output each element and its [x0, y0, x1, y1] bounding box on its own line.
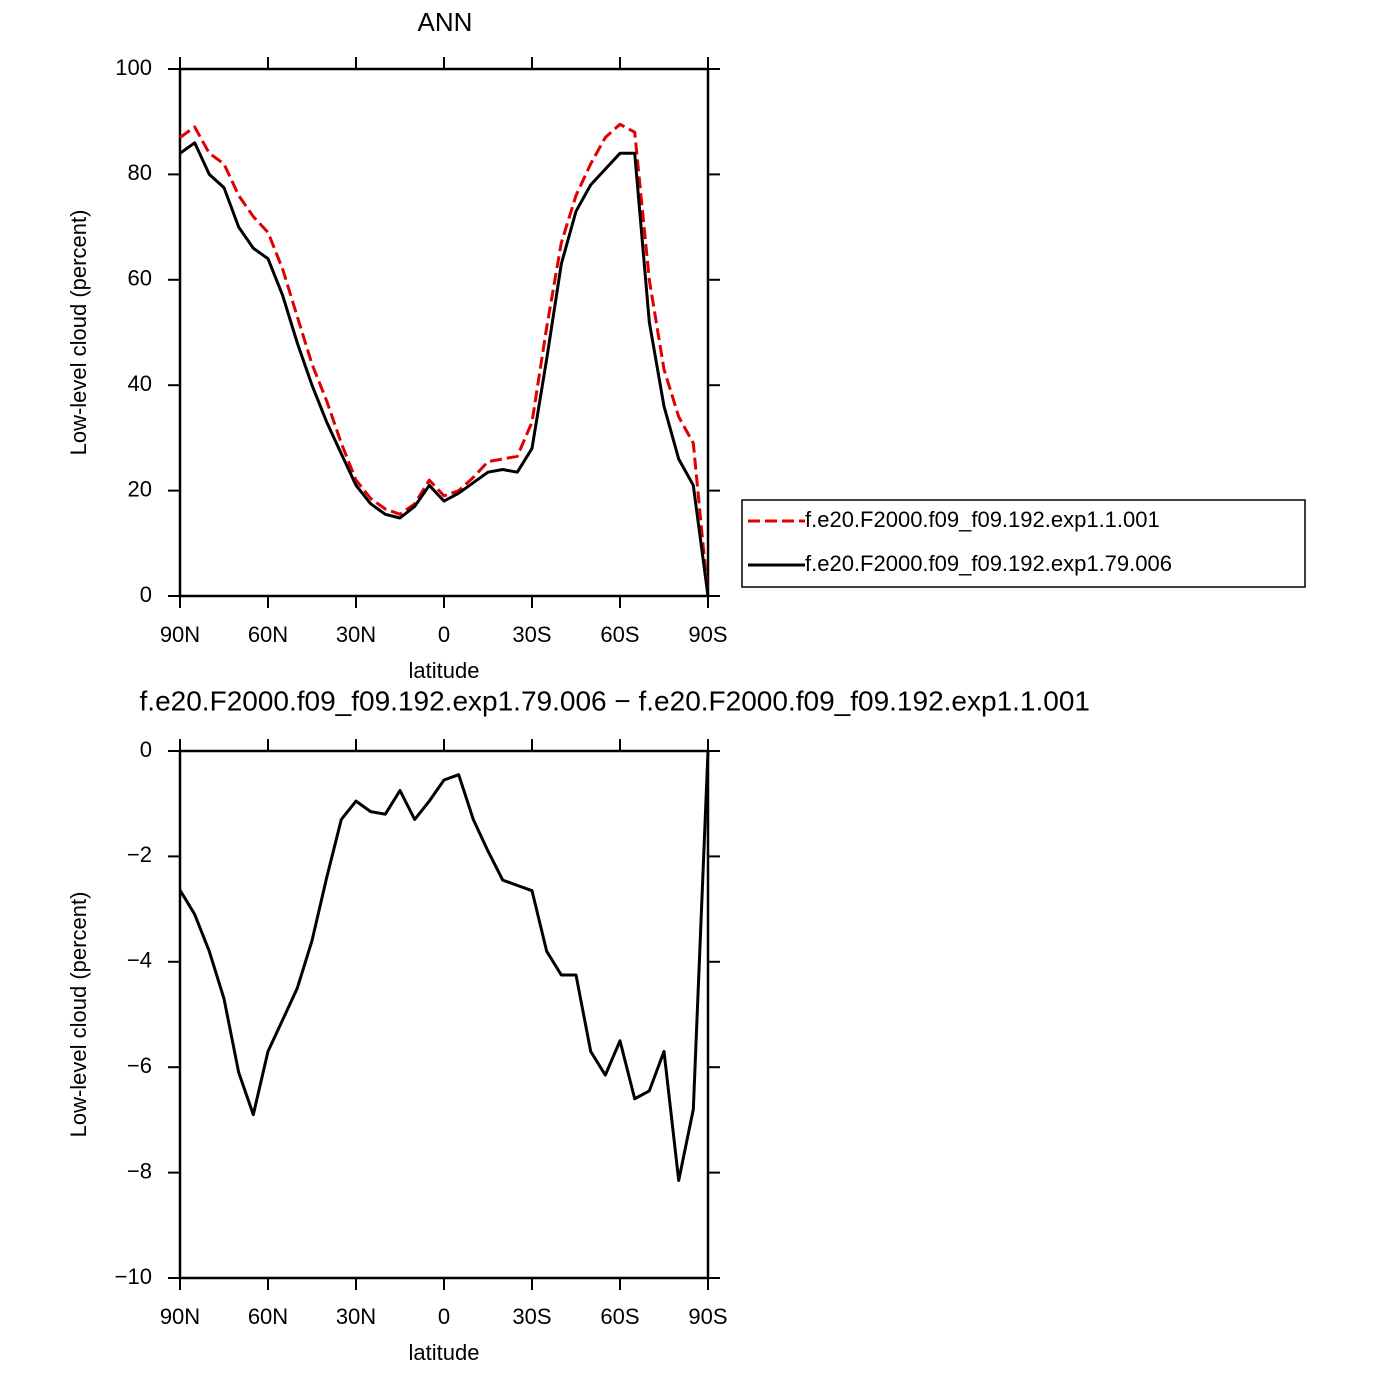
x-tick-label: 90N	[160, 1304, 200, 1329]
x-tick-label: 30S	[512, 1304, 551, 1329]
x-tick-label: 0	[438, 622, 450, 647]
legend-label: f.e20.F2000.f09_f09.192.exp1.1.001	[805, 507, 1160, 532]
y-tick-label: 0	[140, 737, 152, 762]
plot-frame	[178, 67, 710, 598]
x-tick-label: 60N	[248, 1304, 288, 1329]
data-line	[178, 750, 710, 1182]
legend-label: f.e20.F2000.f09_f09.192.exp1.79.006	[805, 551, 1172, 576]
x-tick-label: 60S	[600, 622, 639, 647]
data-line	[179, 141, 710, 597]
x-tick-label: 90S	[688, 622, 727, 647]
x-tick-label: 60N	[248, 622, 288, 647]
y-tick-label: 20	[128, 476, 152, 501]
y-tick-label: −10	[115, 1264, 152, 1289]
x-tick-label: 90N	[160, 622, 200, 647]
x-tick-label: 90S	[688, 1304, 727, 1329]
y-tick-label: −6	[127, 1053, 152, 1078]
y-axis-label: Low-level cloud (percent)	[66, 892, 91, 1138]
x-tick-label: 30S	[512, 622, 551, 647]
x-tick-label: 60S	[600, 1304, 639, 1329]
plot-frame	[178, 749, 710, 1280]
legend-box	[741, 499, 1306, 588]
x-axis-label: latitude	[409, 658, 480, 683]
y-tick-label: 60	[128, 266, 152, 291]
x-tick-label: 30N	[336, 1304, 376, 1329]
y-tick-label: −8	[127, 1158, 152, 1183]
y-tick-label: 40	[128, 371, 152, 396]
y-tick-label: −2	[127, 842, 152, 867]
chart-title: ANN	[418, 7, 473, 37]
x-tick-label: 30N	[336, 622, 376, 647]
y-axis-label: Low-level cloud (percent)	[66, 210, 91, 456]
chart-title: f.e20.F2000.f09_f09.192.exp1.79.006 − f.…	[140, 685, 1090, 716]
data-line	[179, 122, 710, 597]
x-axis-label: latitude	[409, 1340, 480, 1365]
x-tick-label: 0	[438, 1304, 450, 1329]
y-tick-label: −4	[127, 948, 152, 973]
y-tick-label: 0	[140, 582, 152, 607]
y-tick-label: 100	[115, 55, 152, 80]
y-tick-label: 80	[128, 160, 152, 185]
